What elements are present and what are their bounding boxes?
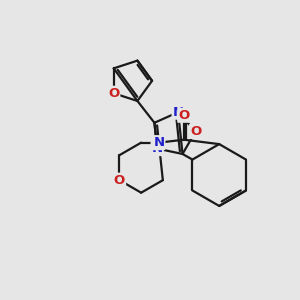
Text: O: O <box>190 125 201 138</box>
Text: N: N <box>152 142 163 155</box>
Text: N: N <box>153 136 164 149</box>
Text: O: O <box>114 174 125 187</box>
Text: O: O <box>108 87 119 100</box>
Text: N: N <box>172 106 184 119</box>
Text: O: O <box>178 109 190 122</box>
